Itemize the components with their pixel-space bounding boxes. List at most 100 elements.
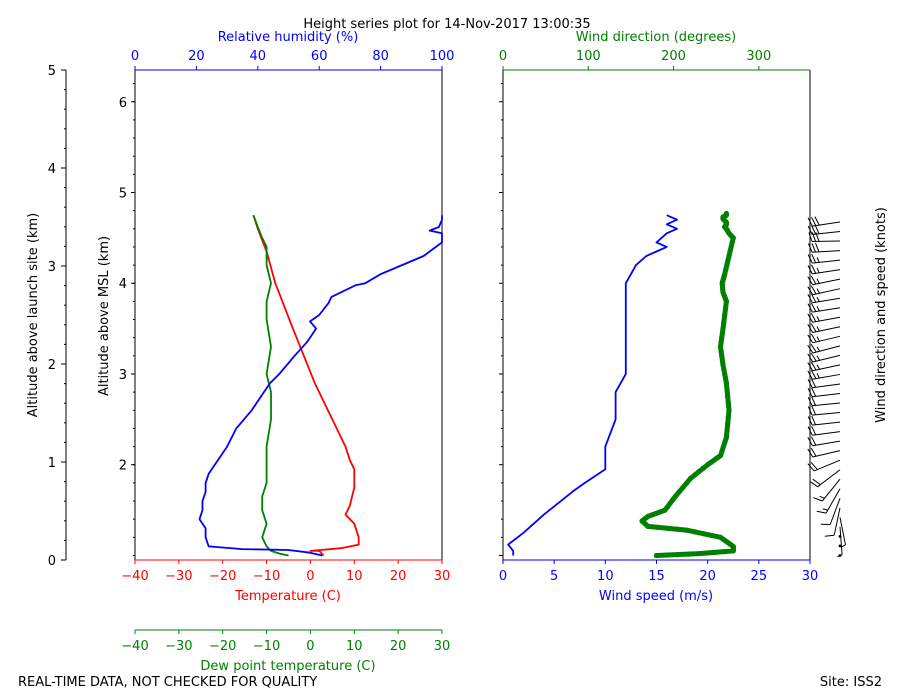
wind-direction-point [672,493,678,500]
wind-barb-flag [811,405,817,416]
wind-barb-flag [810,361,817,371]
wind-barb-flag [810,343,817,353]
wind-barb [839,517,846,548]
wind-direction-point [653,552,660,559]
wind-barb-flag [807,396,813,407]
wind-direction-point [728,244,734,250]
wind-direction-point [718,339,724,345]
wind-barb [807,425,841,436]
wind-direction-point [724,387,730,393]
wind-barb-shaft [812,297,841,304]
wind-barb-flag [810,323,817,333]
wind-direction-point [718,348,724,354]
wind-barb [816,488,841,514]
speed-tick-label: 20 [699,569,716,584]
wind-barb-flag [807,303,813,313]
wind-barb [807,396,841,407]
wind-barb [807,415,841,426]
wind-direction-point [664,552,670,558]
wind-barb-flag [811,264,817,274]
wind-direction-point [723,267,729,273]
wind-direction-point [725,421,731,427]
wind-barb-flag [808,232,813,242]
wind-barb-flag [807,254,813,264]
wind-barb-flag [810,313,817,322]
wind-barb [838,544,842,548]
wind-barb-flag [807,294,813,304]
wind-barb-flag [807,426,813,436]
wind-direction-point [674,526,680,532]
wind-barb-flag [807,448,814,458]
wind-direction-point [720,326,726,332]
wind-barb-half-flag [822,508,829,511]
wind-barb [807,387,841,398]
wind-barb-flag [815,242,820,253]
wind-direction-point [692,529,698,535]
inner-altitude-axis-label: Altitude above MSL (km) [97,236,112,396]
wind-barb-shaft [812,354,841,363]
wind-barb [807,275,841,286]
speed-tick-label: 10 [597,569,614,584]
wind-barb-flag [810,333,817,343]
wind-barb-shaft [812,373,841,380]
wind-direction-point [645,513,651,520]
temperature-tick-label: 20 [390,569,407,584]
wind-direction-point [696,468,702,475]
temperature-tick-label: −10 [253,569,280,584]
wind-barb-shaft [812,431,841,436]
wind-barb-flag [807,344,814,354]
wind-barb-half-flag [816,355,821,361]
wind-speed-series-line [507,214,678,556]
wind-direction-point [723,305,729,311]
wind-barb [824,507,841,537]
wind-barb-half-flag [816,267,820,274]
temperature-tick-label: 30 [434,569,451,584]
outer-altitude-tick-label: 0 [48,554,56,569]
wind-barb-flag [810,447,817,457]
wind-direction-point [655,524,661,530]
wind-barb [807,370,841,380]
wind-direction-point [684,480,690,486]
wind-direction-point [717,453,724,459]
rh-tick-label: 20 [188,49,205,64]
outer-altitude-axis-label: Altitude above launch site (km) [26,213,41,417]
wind-barb [807,447,841,458]
speed-axis-label: Wind speed (m/s) [599,589,713,604]
wind-direction-point [692,472,698,478]
wind-barb [807,459,841,472]
rh-tick-label: 100 [430,49,455,64]
direction-tick-label: 300 [746,49,771,64]
wind-barb-shaft [839,526,843,555]
speed-tick-label: 5 [550,569,558,584]
wind-barb-flag [807,379,813,389]
wind-barb [807,361,841,372]
wind-barb-flag [809,480,818,488]
wind-barb [807,436,841,447]
speed-tick-label: 15 [648,569,665,584]
wind-barb-flag [811,378,817,388]
wind-barb-flag [814,216,820,226]
wind-direction-point [723,434,730,441]
outer-altitude-tick-label: 5 [48,64,56,79]
wind-barb-shaft [812,440,841,447]
wind-barb-flag [807,276,814,286]
wind-barb [807,253,841,264]
wind-barb-flag [807,265,813,275]
wind-barb [820,498,841,525]
inner-altitude-tick-label: 3 [119,368,127,383]
wind-barb-shaft [829,498,841,525]
wind-barb [809,469,841,488]
wind-direction-point [719,357,726,363]
wind-barb [807,405,841,416]
wind-barb-half-flag [816,278,820,284]
temperature-series-line [252,214,360,557]
wind-barb-flag [807,370,813,380]
wind-barb-shaft [812,259,841,264]
wind-barb-shaft [812,335,841,344]
wind-direction-point [724,428,730,434]
direction-axis-label: Wind direction (degrees) [576,30,736,45]
wind-barb-flag [810,293,817,303]
wind-direction-point [683,527,689,533]
wind-direction-point [653,510,660,516]
inner-altitude-tick-label: 5 [119,187,127,202]
